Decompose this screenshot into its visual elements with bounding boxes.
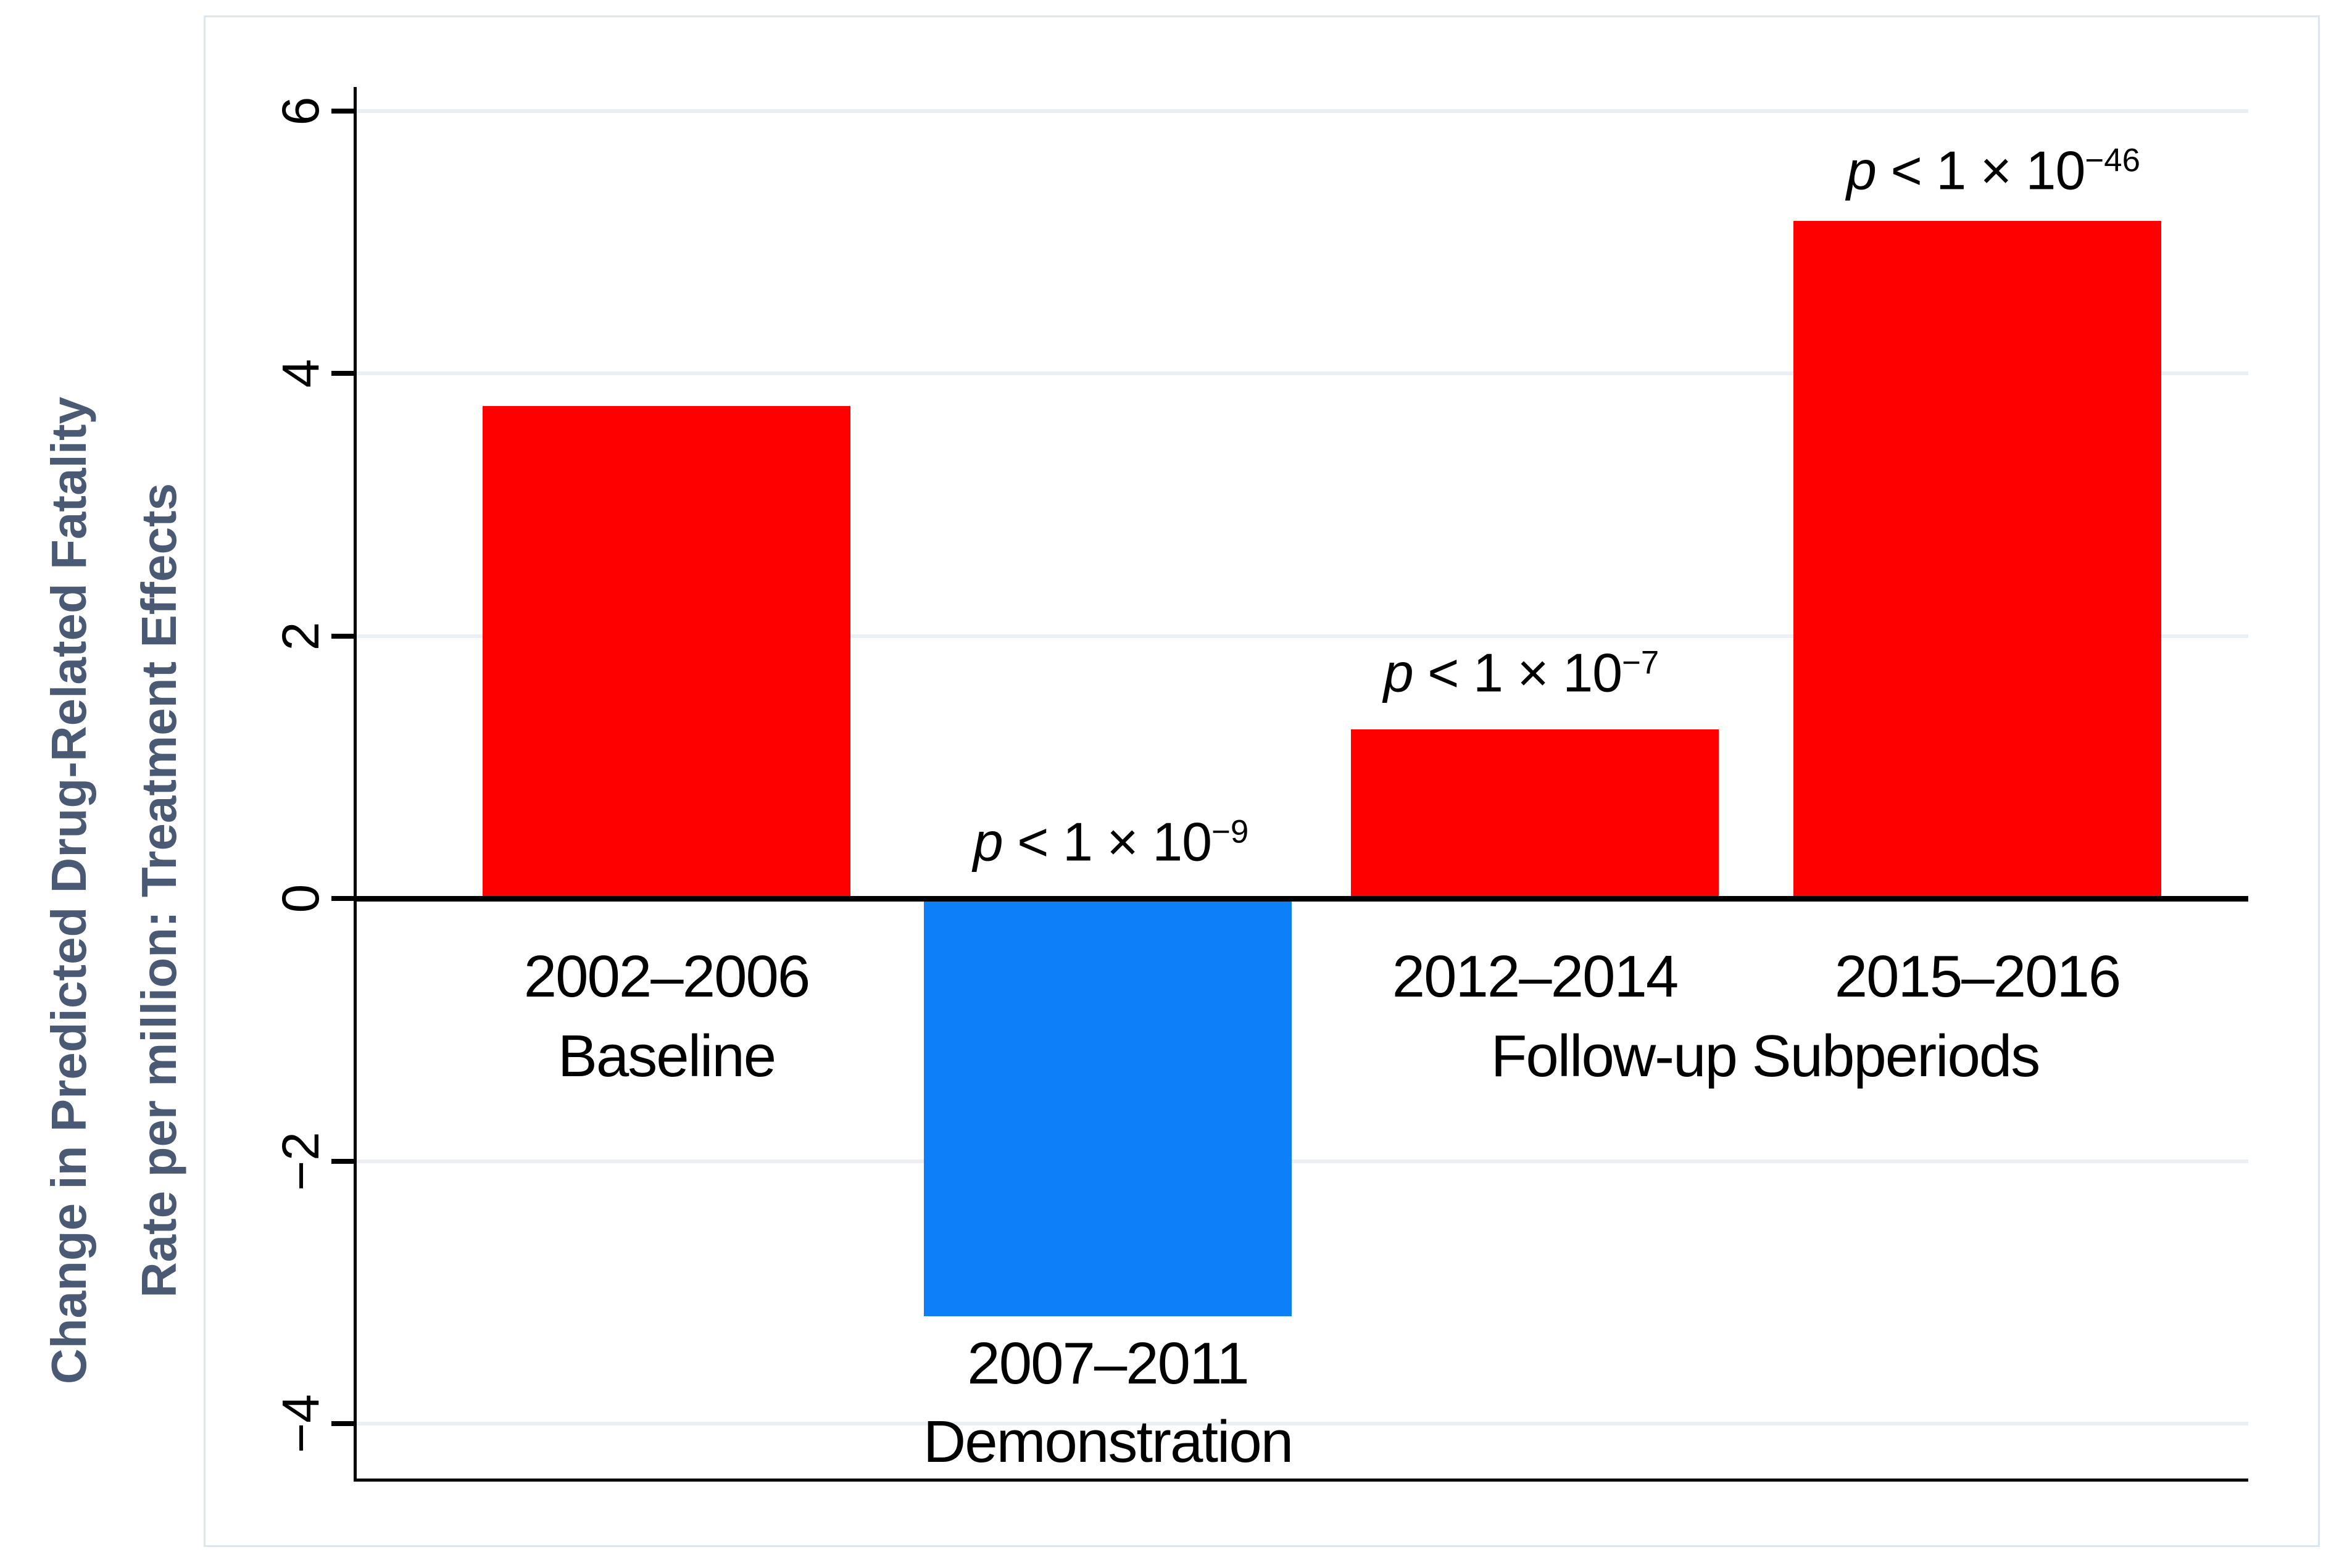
p-symbol: p bbox=[1383, 642, 1414, 703]
y-tick-label-neg4: −4 bbox=[272, 1394, 330, 1453]
p-value-annotation-demonstration: p < 1 × 10−9 bbox=[973, 811, 1249, 873]
category-label-2007-2011: 2007–2011 bbox=[967, 1330, 1249, 1396]
gridline-neg4 bbox=[357, 1422, 2248, 1425]
plot-bottom-border bbox=[354, 1479, 2248, 1482]
y-axis-title-line2: Rate per million: Treatment Effects bbox=[131, 483, 186, 1298]
p-symbol: p bbox=[973, 811, 1003, 873]
p-comparison: < 1 × 10 bbox=[1002, 811, 1212, 873]
p-value-annotation-2015-2016: p < 1 × 10−46 bbox=[1846, 139, 2140, 201]
p-exponent: −9 bbox=[1211, 813, 1249, 850]
y-axis-line bbox=[354, 87, 357, 1482]
gridline-4 bbox=[357, 371, 2248, 375]
group-label-follow-up-subperiods: Follow-up Subperiods bbox=[1490, 1023, 2040, 1089]
y-tick-label-0: 0 bbox=[272, 884, 330, 913]
y-tick-neg4 bbox=[331, 1421, 355, 1426]
plot-region-border bbox=[204, 15, 2320, 1547]
p-exponent: −7 bbox=[1622, 644, 1660, 681]
y-tick-label-2: 2 bbox=[272, 621, 330, 650]
y-tick-0 bbox=[331, 896, 355, 901]
y-tick-4 bbox=[331, 371, 355, 376]
bar-2007-2011-demonstration bbox=[924, 898, 1292, 1316]
y-tick-label-6: 6 bbox=[272, 96, 330, 125]
p-comparison: < 1 × 10 bbox=[1876, 139, 2085, 201]
category-label-2015-2016: 2015–2016 bbox=[1834, 944, 2122, 1010]
gridline-2 bbox=[357, 634, 2248, 638]
p-comparison: < 1 × 10 bbox=[1413, 642, 1622, 703]
gridline-neg2 bbox=[357, 1159, 2248, 1163]
y-tick-label-neg2: −2 bbox=[272, 1131, 330, 1191]
p-value-annotation-2012-2014: p < 1 × 10−7 bbox=[1383, 642, 1660, 703]
y-tick-neg2 bbox=[331, 1158, 355, 1164]
category-label-2012-2014: 2012–2014 bbox=[1392, 944, 1679, 1010]
y-tick-6 bbox=[331, 108, 355, 114]
p-symbol: p bbox=[1846, 139, 1877, 201]
bar-2012-2014 bbox=[1351, 729, 1719, 898]
gridline-6 bbox=[357, 109, 2248, 113]
y-axis-title-line1: Change in Predicted Drug-Related Fatalit… bbox=[41, 396, 96, 1385]
category-label-baseline: Baseline bbox=[557, 1023, 776, 1089]
category-label-demonstration: Demonstration bbox=[923, 1409, 1294, 1475]
bar-2015-2016 bbox=[1793, 221, 2161, 898]
bar-2002-2006-baseline bbox=[483, 406, 850, 898]
zero-baseline bbox=[357, 896, 2248, 902]
y-tick-2 bbox=[331, 633, 355, 639]
category-label-2002-2006: 2002–2006 bbox=[523, 944, 811, 1010]
y-tick-label-4: 4 bbox=[272, 359, 330, 388]
p-exponent: −46 bbox=[2085, 142, 2140, 179]
